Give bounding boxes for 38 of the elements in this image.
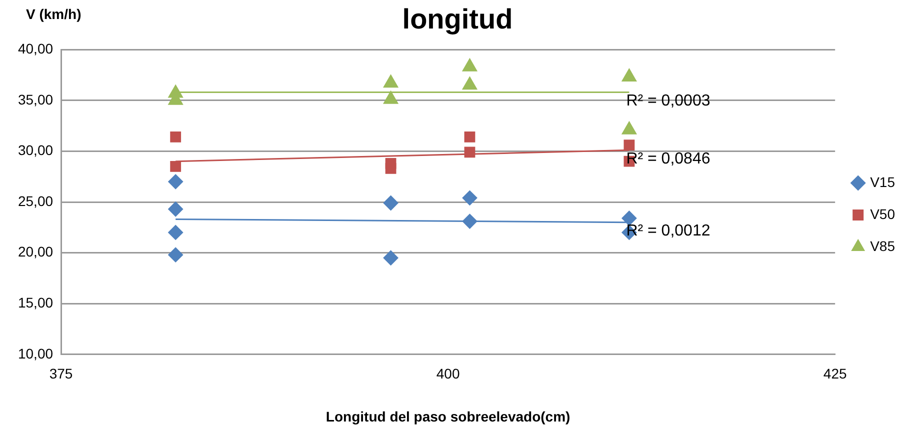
point [464,132,476,142]
point [383,74,398,88]
legend-label: V15 [870,174,896,190]
point [168,247,184,262]
point [385,163,396,174]
point [170,132,182,142]
x-axis-title: Longitud del paso sobreelevado(cm) [326,408,570,424]
point [462,214,478,229]
point [383,90,398,104]
y-tick-label: 40,00 [18,40,54,56]
legend-label: V85 [870,238,896,254]
point [622,68,637,82]
point [170,160,182,172]
point [168,224,184,240]
x-tick-label: 425 [823,366,847,382]
annotation: R² = 0,0003 [626,92,710,110]
point [622,121,637,134]
point [464,146,476,158]
point [383,250,398,266]
point [462,58,478,72]
y-axis-title: V (km/h) [26,6,82,22]
y-tick-label: 15,00 [18,294,54,310]
point [622,210,637,226]
x-tick-label: 400 [436,366,460,382]
point [462,76,478,90]
y-tick-label: 35,00 [18,91,54,108]
point [624,140,635,151]
chart-title: longitud [402,4,513,35]
point [168,202,184,217]
legend-label: V50 [870,206,896,222]
y-tick-label: 10,00 [18,345,54,362]
y-tick-label: 20,00 [18,244,54,260]
point [462,190,478,206]
x-tick-label: 375 [49,366,73,382]
point [383,196,398,211]
y-tick-label: 30,00 [18,142,54,158]
point [168,174,184,190]
y-tick-label: 25,00 [18,192,54,209]
